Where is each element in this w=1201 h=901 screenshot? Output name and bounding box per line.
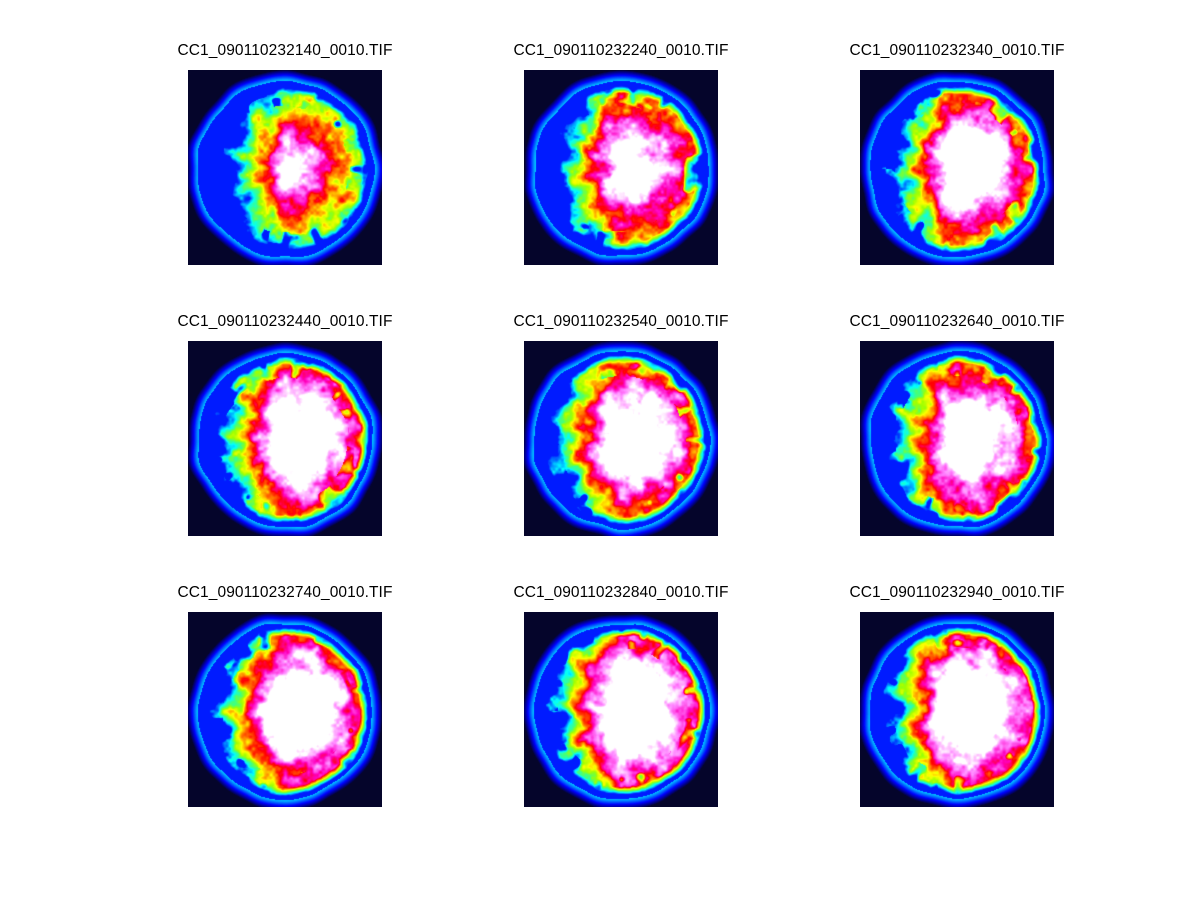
tile-title-6: CC1_090110232640_0010.TIF	[849, 313, 1065, 330]
tile-title-8: CC1_090110232840_0010.TIF	[513, 584, 729, 601]
tile-title-1: CC1_090110232140_0010.TIF	[177, 42, 393, 59]
tile-title-7: CC1_090110232740_0010.TIF	[177, 584, 393, 601]
thermal-image-8	[524, 612, 718, 807]
thermal-image-4	[188, 341, 382, 536]
tile-title-4: CC1_090110232440_0010.TIF	[177, 313, 393, 330]
tile-title-5: CC1_090110232540_0010.TIF	[513, 313, 729, 330]
image-tile-5	[524, 341, 718, 536]
thermal-image-7	[188, 612, 382, 807]
thermal-image-9	[860, 612, 1054, 807]
thermal-image-2	[524, 70, 718, 265]
image-tile-7	[188, 612, 382, 807]
image-tile-2	[524, 70, 718, 265]
image-tile-3	[860, 70, 1054, 265]
image-tile-6	[860, 341, 1054, 536]
thermal-image-5	[524, 341, 718, 536]
tile-title-9: CC1_090110232940_0010.TIF	[849, 584, 1065, 601]
tile-title-3: CC1_090110232340_0010.TIF	[849, 42, 1065, 59]
image-tile-9	[860, 612, 1054, 807]
thermal-image-3	[860, 70, 1054, 265]
thermal-image-1	[188, 70, 382, 265]
tile-title-2: CC1_090110232240_0010.TIF	[513, 42, 729, 59]
thermal-image-6	[860, 341, 1054, 536]
image-tile-4	[188, 341, 382, 536]
image-tile-1	[188, 70, 382, 265]
image-tile-8	[524, 612, 718, 807]
